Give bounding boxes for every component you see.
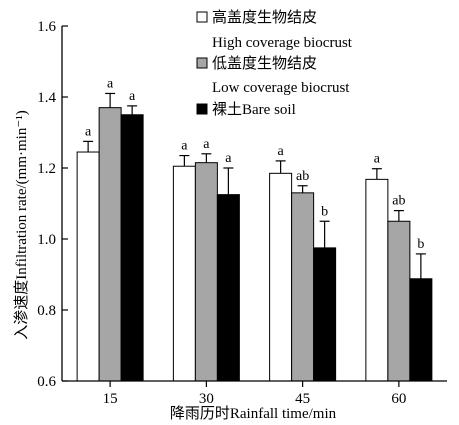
- significance-label-60-2: b: [417, 237, 424, 252]
- significance-label-15-2: a: [129, 89, 136, 104]
- significance-label-30-1: a: [203, 137, 210, 152]
- bar-30-2: [216, 194, 240, 382]
- legend: 高盖度生物结皮 High coverage biocrust 低盖度生物结皮 L…: [196, 9, 353, 118]
- legend-label-low-coverage-en: Low coverage biocrust: [212, 80, 350, 96]
- legend-label-high-coverage-cn: 高盖度生物结皮: [212, 9, 317, 26]
- significance-label-45-2: b: [321, 204, 328, 219]
- legend-label-bare-soil-en: Bare soil: [242, 102, 296, 118]
- x-axis-title: 降雨历时Rainfall time/min: [170, 405, 337, 422]
- significance-label-30-0: a: [181, 139, 188, 154]
- legend-label-low-coverage-cn: 低盖度生物结皮: [212, 55, 317, 72]
- legend-swatch-low-coverage: [196, 57, 208, 69]
- x-tick-label-30: 30: [199, 391, 214, 407]
- bar-15-1: [98, 107, 122, 382]
- y-tick-label-0.6: 0.6: [37, 374, 56, 390]
- y-tick-label-1.0: 1.0: [37, 232, 56, 248]
- significance-label-45-1: ab: [296, 169, 309, 184]
- significance-label-45-0: a: [278, 144, 285, 159]
- bar-60-2: [409, 278, 433, 382]
- significance-label-60-1: ab: [392, 194, 405, 209]
- y-tick-label-1.6: 1.6: [37, 19, 56, 35]
- bar-30-0: [172, 165, 196, 382]
- bar-30-1: [194, 162, 218, 382]
- legend-swatch-high-coverage: [196, 11, 208, 23]
- bar-60-1: [387, 220, 411, 382]
- significance-label-30-2: a: [225, 151, 232, 166]
- significance-label-15-0: a: [85, 124, 92, 139]
- legend-swatch-bare-soil: [196, 103, 208, 115]
- x-tick-label-15: 15: [103, 391, 118, 407]
- bar-45-2: [313, 247, 337, 382]
- significance-label-15-1: a: [107, 76, 114, 91]
- bar-45-0: [269, 172, 293, 382]
- axes-layer: 15 30 45 60 0.6 0.8 1.0 1.2 1.4 1.6: [37, 19, 447, 407]
- y-tick-label-1.2: 1.2: [37, 161, 56, 177]
- y-tick-label-1.4: 1.4: [37, 90, 56, 106]
- legend-label-bare-soil: 裸土Bare soil: [212, 101, 296, 118]
- y-axis-title: 入渗速度Infiltration rate/(mm·min⁻¹): [13, 110, 30, 339]
- significance-label-60-0: a: [374, 152, 381, 167]
- bar-15-0: [76, 151, 100, 382]
- bar-15-2: [120, 114, 144, 382]
- legend-label-bare-soil-cn: 裸土: [212, 101, 242, 118]
- bar-45-1: [291, 192, 315, 382]
- x-tick-label-45: 45: [295, 391, 310, 407]
- x-tick-label-60: 60: [391, 391, 406, 407]
- bar-60-0: [365, 178, 389, 382]
- legend-label-high-coverage-en: High coverage biocrust: [212, 35, 353, 51]
- y-tick-label-0.8: 0.8: [37, 303, 56, 319]
